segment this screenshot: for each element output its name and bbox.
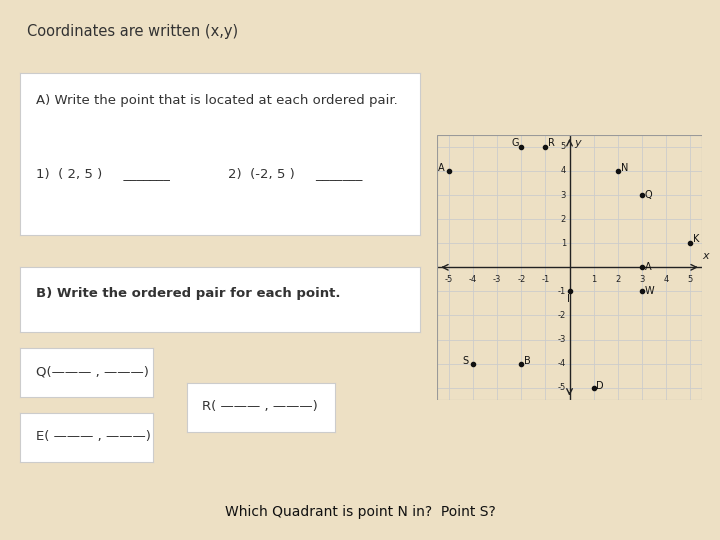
Text: -2: -2	[558, 311, 566, 320]
Text: x: x	[702, 251, 708, 261]
Text: 4: 4	[561, 166, 566, 176]
Text: y: y	[574, 138, 580, 148]
Text: -1: -1	[558, 287, 566, 296]
Text: 5: 5	[688, 274, 693, 284]
Text: -3: -3	[493, 274, 501, 284]
Text: 1)  ( 2, 5 )     _______: 1) ( 2, 5 ) _______	[36, 167, 170, 180]
Text: -5: -5	[558, 383, 566, 392]
Text: N: N	[621, 163, 628, 173]
Text: 3: 3	[639, 274, 644, 284]
Text: -3: -3	[557, 335, 566, 344]
Text: -4: -4	[558, 359, 566, 368]
Text: 3: 3	[561, 191, 566, 200]
Text: 2)  (-2, 5 )     _______: 2) (-2, 5 ) _______	[228, 167, 362, 180]
Text: I: I	[567, 294, 570, 304]
Text: S: S	[462, 356, 469, 366]
Text: K: K	[693, 234, 699, 244]
Text: A) Write the point that is located at each ordered pair.: A) Write the point that is located at ea…	[36, 94, 398, 107]
Text: B: B	[524, 356, 531, 366]
Text: 1: 1	[561, 239, 566, 248]
Text: 5: 5	[561, 143, 566, 151]
Text: -2: -2	[517, 274, 526, 284]
Text: R: R	[549, 138, 555, 149]
Text: R( ——— , ———): R( ——— , ———)	[202, 400, 318, 413]
Text: -5: -5	[445, 274, 453, 284]
Text: Q: Q	[644, 190, 652, 200]
Text: 1: 1	[591, 274, 596, 284]
Text: Which Quadrant is point N in?  Point S?: Which Quadrant is point N in? Point S?	[225, 505, 495, 519]
Text: Q(——— , ———): Q(——— , ———)	[36, 365, 149, 378]
Text: 2: 2	[615, 274, 621, 284]
Text: A: A	[644, 262, 652, 272]
Text: 2: 2	[561, 214, 566, 224]
Text: B) Write the ordered pair for each point.: B) Write the ordered pair for each point…	[36, 287, 341, 300]
Text: -4: -4	[469, 274, 477, 284]
Text: G: G	[512, 138, 519, 149]
Text: W: W	[644, 286, 654, 296]
Text: -1: -1	[541, 274, 549, 284]
Text: 4: 4	[663, 274, 668, 284]
Text: A: A	[438, 163, 445, 173]
Text: E( ——— , ———): E( ——— , ———)	[36, 430, 151, 443]
Text: Coordinates are written (x,y): Coordinates are written (x,y)	[27, 24, 238, 39]
Text: D: D	[596, 381, 604, 391]
